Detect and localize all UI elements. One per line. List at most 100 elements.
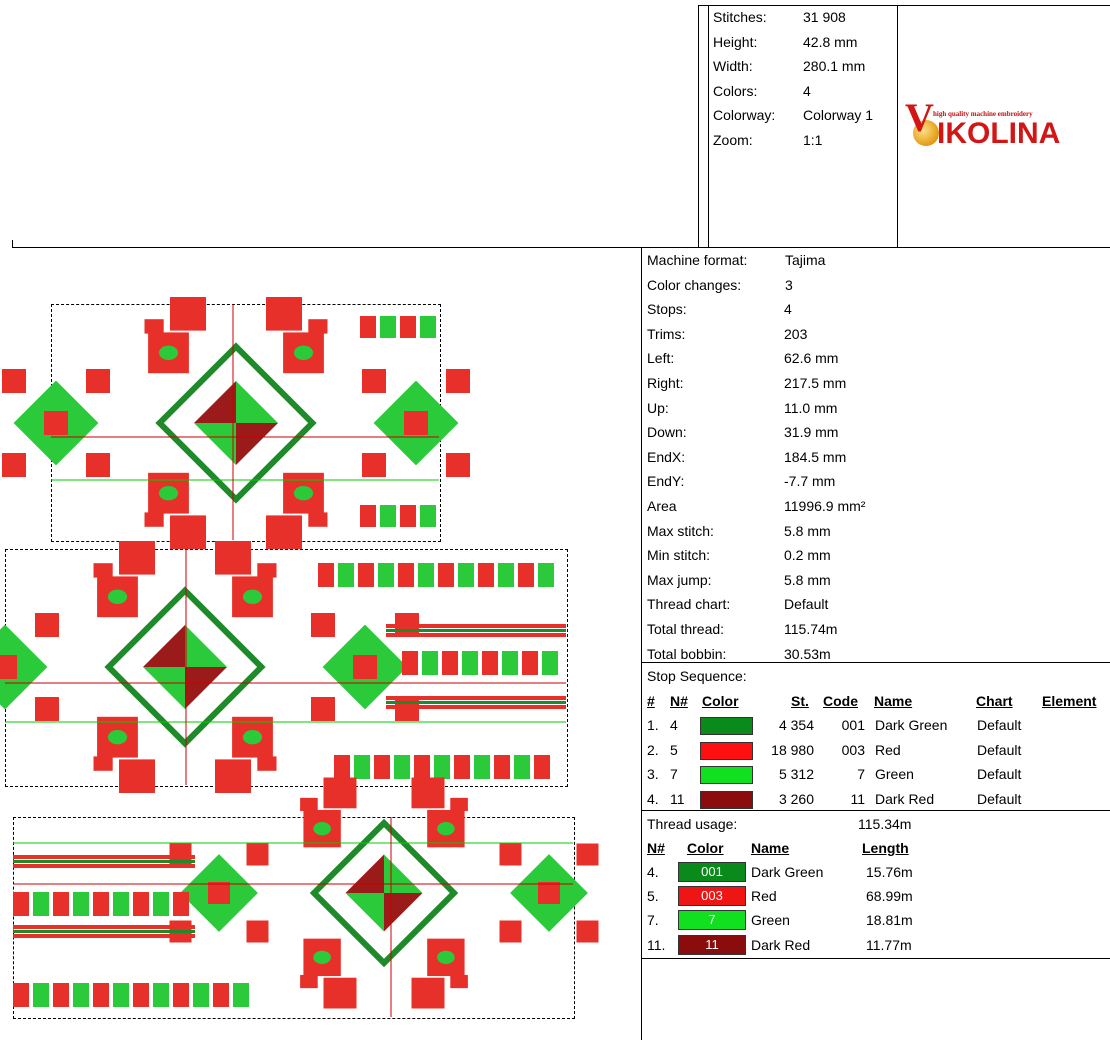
stop-name: Dark Red (875, 790, 935, 807)
border-stitch (318, 563, 334, 587)
border-stitch (418, 563, 434, 587)
machine-label: Total bobbin: (647, 645, 727, 662)
inner-quarter (345, 854, 384, 893)
stop-chart: Default (977, 717, 1022, 733)
stop-num: 1. (647, 717, 659, 733)
border-stitch (482, 651, 498, 675)
central-diamond (104, 586, 266, 748)
stripe (386, 629, 566, 632)
rosette-petal (246, 843, 269, 866)
machine-value: Default (784, 596, 829, 613)
machine-label: Down: (647, 424, 687, 441)
thread-n: 5. (647, 888, 659, 905)
stripe (13, 860, 195, 863)
bottom-arm (323, 977, 357, 1009)
stop-color-swatch (700, 766, 753, 784)
rosette-petal (2, 369, 26, 393)
star-arm (308, 512, 328, 527)
machine-value: -7.7 mm (784, 473, 836, 490)
border-stitch (438, 563, 454, 587)
border-stitch (422, 651, 438, 675)
stop-num: 4. (647, 790, 659, 807)
machine-label: Max stitch: (647, 522, 714, 539)
border-stitch (462, 651, 478, 675)
info-panel-left (641, 247, 642, 1040)
rosette-petal (576, 920, 599, 943)
border-stitch (454, 755, 470, 779)
tu-col-length: Length (862, 840, 909, 856)
border-stitch (534, 755, 550, 779)
inner-quarter (185, 625, 227, 667)
rosette-petal (311, 613, 335, 637)
border-stitch (153, 892, 169, 916)
stripe (13, 934, 195, 938)
col-chart: Chart (976, 693, 1013, 709)
thread-color-swatch: 003 (678, 886, 746, 907)
thread-name: Dark Green (751, 864, 824, 880)
machine-label: Trims: (647, 325, 686, 342)
machine-value: 11.0 mm (784, 399, 838, 416)
stripe (13, 855, 195, 859)
star-arm (257, 563, 277, 578)
border-stitch (380, 505, 396, 527)
border-stitch (358, 563, 374, 587)
star-arm (450, 797, 468, 812)
stripe (13, 925, 195, 929)
border-stitch (420, 505, 436, 527)
rosette-petal (499, 920, 522, 943)
summary-box-inner-left (708, 5, 709, 247)
stop-color-swatch (700, 790, 753, 809)
inner-quarter (384, 854, 423, 893)
stripe (386, 624, 566, 628)
col-n: N# (670, 693, 688, 709)
machine-label: EndX: (647, 448, 686, 465)
stop-n: 4 (670, 717, 678, 733)
logo-tagline: high quality machine embroidery (933, 110, 1033, 118)
top-arm (266, 297, 302, 331)
machine-label: Total thread: (647, 621, 725, 637)
stripe (386, 701, 566, 704)
star-arm (93, 756, 113, 771)
rosette-center (353, 655, 377, 679)
machine-label: Color changes: (647, 276, 742, 293)
rosette-center (208, 882, 230, 904)
machine-value: 11996.9 mm² (784, 498, 866, 514)
rosette-center (538, 882, 560, 904)
stop-code: 7 (857, 766, 865, 782)
info-panel-sep-1 (641, 662, 1110, 663)
rosette-petal (35, 697, 59, 721)
border-stitch (53, 892, 69, 916)
thread-usage-title: Thread usage: (647, 816, 738, 832)
stop-stitches: 3 260 (778, 790, 814, 807)
bottom-arm (119, 759, 155, 793)
col-st: St. (791, 693, 809, 709)
machine-label: Min stitch: (647, 547, 711, 564)
summary-label: Colorway: (713, 107, 776, 123)
rosette-petal (499, 843, 522, 866)
machine-value: 115.74m (784, 621, 838, 637)
rosette-petal (576, 843, 599, 866)
star-dot (158, 345, 179, 360)
inner-quarter (194, 423, 236, 465)
border-stitch (33, 983, 49, 1007)
border-stitch (153, 983, 169, 1007)
border-stitch (374, 755, 390, 779)
header-divider (12, 247, 1110, 248)
border-stitch (442, 651, 458, 675)
thread-color-swatch: 001 (678, 862, 746, 882)
top-arm (170, 297, 206, 331)
border-stitch (133, 983, 149, 1007)
stripe (386, 633, 566, 637)
border-stitch (334, 755, 350, 779)
thread-length: 15.76m (866, 864, 913, 880)
thread-n: 11. (647, 936, 666, 953)
thread-name: Dark Red (751, 936, 811, 953)
border-stitch (420, 316, 436, 338)
stop-color-swatch (700, 741, 753, 760)
stop-name: Red (875, 741, 901, 758)
star-arm (144, 319, 164, 334)
border-stitch (378, 563, 394, 587)
star-arm (300, 797, 318, 812)
border-stitch (478, 563, 494, 587)
border-stitch (518, 563, 534, 587)
